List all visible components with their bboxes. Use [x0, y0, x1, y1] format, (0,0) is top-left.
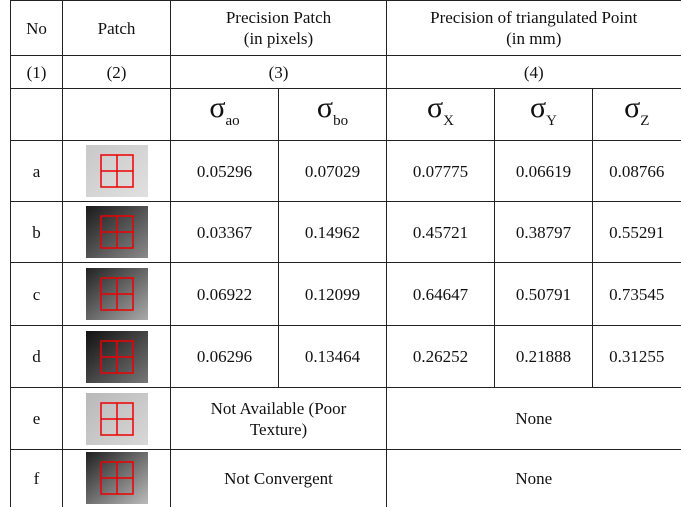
row-id: f	[11, 450, 63, 507]
patch-image	[86, 206, 148, 258]
note-text: Not Available (Poor Texture)	[171, 398, 386, 440]
value-cell: 0.21888	[495, 326, 593, 388]
patch-cell	[63, 263, 171, 326]
patch-cell	[63, 326, 171, 388]
row-id: b	[11, 202, 63, 263]
value-cell: 0.06922	[171, 263, 279, 326]
value-cell: 0.07029	[279, 141, 387, 202]
note-text: Not Convergent	[171, 468, 386, 489]
value-cell: 0.26252	[387, 326, 495, 388]
patch-image	[86, 268, 148, 320]
row-id: d	[11, 326, 63, 388]
subscript: Z	[640, 113, 649, 129]
page: No Patch Precision Patch(in pixels) Prec…	[0, 0, 683, 506]
header-line: Precision of triangulated Point	[387, 7, 681, 28]
note-cell: None	[387, 388, 681, 450]
patch-cell	[63, 202, 171, 263]
value-cell: 0.50791	[495, 263, 593, 326]
value-cell: 0.08766	[593, 141, 681, 202]
value-cell: 0.73545	[593, 263, 681, 326]
symbol: σ	[209, 91, 225, 124]
results-table: No Patch Precision Patch(in pixels) Prec…	[10, 0, 681, 507]
note-cell: None	[387, 450, 681, 507]
header-line: (in mm)	[387, 28, 681, 49]
value-cell: 0.13464	[279, 326, 387, 388]
subscript: bo	[333, 113, 348, 129]
subscript: ao	[226, 113, 240, 129]
symbol-cell: σY	[495, 89, 593, 141]
row-id: e	[11, 388, 63, 450]
number-cell: (1)	[11, 56, 63, 89]
empty-cell	[63, 89, 171, 141]
symbol-cell: σZ	[593, 89, 681, 141]
symbol-cell: σbo	[279, 89, 387, 141]
patch-image	[86, 331, 148, 383]
symbol-cell: σao	[171, 89, 279, 141]
value-cell: 0.06296	[171, 326, 279, 388]
patch-cell	[63, 388, 171, 450]
symbol-cell: σX	[387, 89, 495, 141]
row-id: c	[11, 263, 63, 326]
header-cell: Patch	[63, 1, 171, 56]
header-line: Precision Patch	[171, 7, 386, 28]
value-cell: 0.64647	[387, 263, 495, 326]
value-cell: 0.45721	[387, 202, 495, 263]
subscript: X	[443, 113, 454, 129]
note-cell: Not Available (Poor Texture)	[171, 388, 387, 450]
value-cell: 0.06619	[495, 141, 593, 202]
header-cell: Precision of triangulated Point(in mm)	[387, 1, 681, 56]
symbol: σ	[317, 91, 333, 124]
value-cell: 0.12099	[279, 263, 387, 326]
number-cell: (3)	[171, 56, 387, 89]
header-cell: No	[11, 1, 63, 56]
patch-image	[86, 145, 148, 197]
value-cell: 0.38797	[495, 202, 593, 263]
empty-cell	[11, 89, 63, 141]
subscript: Y	[546, 113, 557, 129]
value-cell: 0.05296	[171, 141, 279, 202]
table-row: e Not Available (Poor Texture)None	[11, 388, 681, 450]
patch-cell	[63, 450, 171, 507]
note-cell: Not Convergent	[171, 450, 387, 507]
value-cell: 0.03367	[171, 202, 279, 263]
symbol: σ	[530, 91, 546, 124]
symbol: σ	[427, 91, 443, 124]
value-cell: 0.14962	[279, 202, 387, 263]
header-line: (in pixels)	[171, 28, 386, 49]
patch-image	[86, 452, 148, 504]
value-cell: 0.31255	[593, 326, 681, 388]
number-cell: (2)	[63, 56, 171, 89]
patch-image	[86, 393, 148, 445]
value-cell: 0.07775	[387, 141, 495, 202]
row-id: a	[11, 141, 63, 202]
value-cell: 0.55291	[593, 202, 681, 263]
header-cell: Precision Patch(in pixels)	[171, 1, 387, 56]
patch-cell	[63, 141, 171, 202]
number-cell: (4)	[387, 56, 681, 89]
symbol: σ	[624, 91, 640, 124]
